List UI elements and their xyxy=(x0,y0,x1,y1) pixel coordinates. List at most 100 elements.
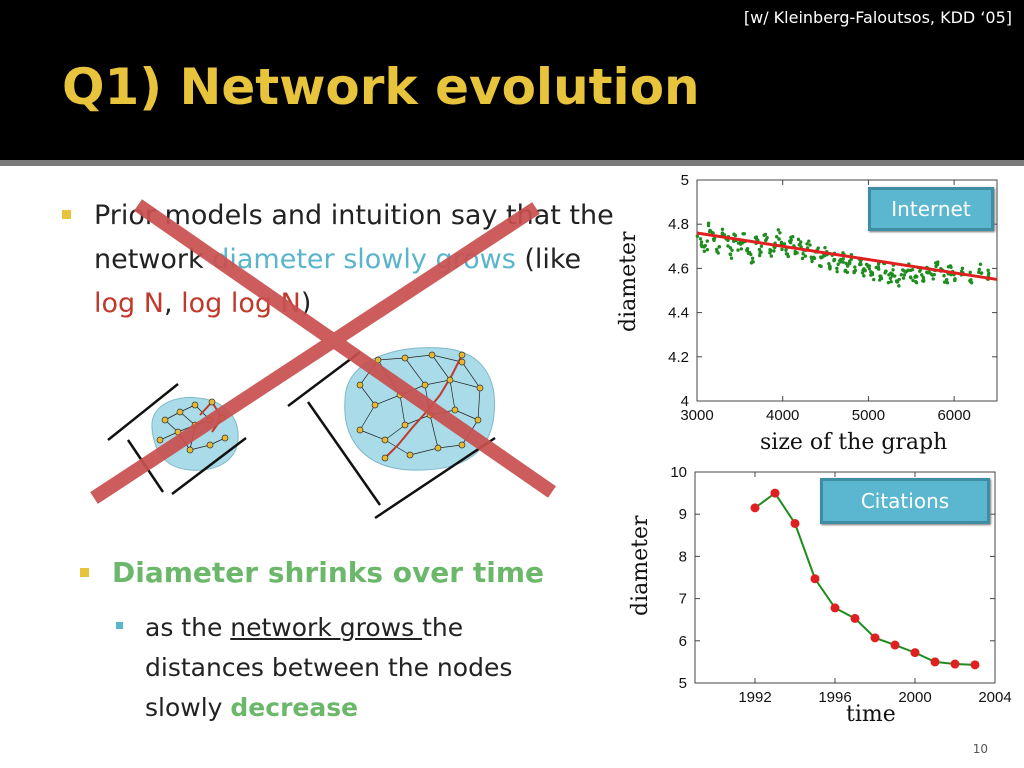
chart1-point xyxy=(945,281,950,285)
chart1-point xyxy=(797,243,801,247)
chart1-point xyxy=(757,247,762,252)
chart1-point xyxy=(878,278,882,282)
chart1-point xyxy=(931,277,935,281)
chart1-point xyxy=(835,269,839,274)
b3-decrease: decrease xyxy=(230,693,359,722)
chart1-point xyxy=(805,242,809,246)
chart1-point xyxy=(876,262,881,266)
chart1-point xyxy=(793,251,797,256)
chart1-point xyxy=(853,268,858,273)
chart1-point xyxy=(789,235,793,240)
chart1-point xyxy=(979,271,983,275)
chart2-point xyxy=(770,488,780,498)
chart2-point xyxy=(790,518,800,528)
chart1-point xyxy=(812,256,817,261)
b3-network-grows: network grows xyxy=(230,613,423,642)
chart1-point xyxy=(944,277,949,282)
chart1-point xyxy=(846,264,850,268)
chart2-xtick-label: 1992 xyxy=(738,689,771,706)
chart1-point xyxy=(759,244,764,248)
chart1-xtick-label: 4000 xyxy=(766,407,799,424)
b1-log-n: log N xyxy=(94,288,164,319)
chart1-point xyxy=(843,268,848,273)
chart1-point xyxy=(739,247,744,251)
chart1-point xyxy=(893,274,897,278)
sub-bullet-marker xyxy=(116,622,123,629)
chart1-point xyxy=(780,247,784,252)
chart1-point xyxy=(847,261,852,266)
chart1-point xyxy=(698,237,703,241)
chart1-point xyxy=(774,234,779,239)
chart1-point xyxy=(750,259,755,264)
chart1-point xyxy=(870,271,875,275)
chart1-point xyxy=(910,267,915,272)
chart1-point xyxy=(841,251,845,255)
b1-close-paren: ) xyxy=(300,288,312,319)
chart1-point xyxy=(720,227,725,232)
chart1-point xyxy=(803,254,808,258)
chart2-ytick-label: 9 xyxy=(679,506,687,523)
chart1-ytick-label: 4.8 xyxy=(668,216,689,233)
chart2-point xyxy=(950,659,960,669)
chart1-point xyxy=(828,265,832,269)
chart1-point xyxy=(777,237,781,241)
chart1-point xyxy=(705,239,709,243)
chart2-xlabel: time xyxy=(846,702,896,727)
chart1-point xyxy=(986,268,990,273)
chart1-ytick-label: 4.6 xyxy=(668,260,689,277)
chart1-point xyxy=(728,252,732,256)
chart1-point xyxy=(899,273,903,277)
chart1-point xyxy=(819,264,823,269)
chart2-point xyxy=(850,613,860,623)
chart1-point xyxy=(763,232,768,237)
strike-through-cross xyxy=(90,199,556,504)
chart2-point xyxy=(910,648,920,658)
chart1-point xyxy=(742,232,746,236)
chart1-point xyxy=(853,265,857,269)
chart1-point xyxy=(730,248,734,253)
chart1-point xyxy=(978,262,983,266)
page-number: 10 xyxy=(972,742,988,756)
chart1-xlabel: size of the graph xyxy=(760,430,948,455)
chart1-point xyxy=(915,274,919,279)
chart1-ytick-label: 4.2 xyxy=(668,349,689,366)
chart2-ytick-label: 8 xyxy=(679,548,687,565)
chart1-point xyxy=(776,228,781,232)
chart1-point xyxy=(942,280,947,284)
chart1-point xyxy=(921,279,925,283)
chart1-point xyxy=(796,237,801,242)
chart1-point xyxy=(884,269,888,273)
chart1-xtick-label: 3000 xyxy=(680,407,713,424)
chart1-point xyxy=(779,240,784,245)
chart2-point xyxy=(930,657,940,667)
chart1-point xyxy=(728,246,733,250)
citation-text: [w/ Kleinberg-Faloutsos, KDD ‘05] xyxy=(743,8,1012,27)
chart1-point xyxy=(862,274,866,278)
chart1-point xyxy=(968,270,972,275)
chart1-point xyxy=(702,249,707,253)
slide-title: Q1) Network evolution xyxy=(62,58,700,116)
b3-text-2: the distances between the nodes slowly xyxy=(145,613,513,722)
chart1-xtick-label: 5000 xyxy=(852,407,885,424)
b1-text-2: (like xyxy=(515,244,582,275)
b1-comma: , xyxy=(163,288,182,319)
b1-text-1: Prior models and intuition say that the … xyxy=(94,200,614,275)
chart1-point xyxy=(888,276,893,281)
chart1-point xyxy=(726,238,730,243)
chart1-point xyxy=(942,274,946,278)
chart1-point xyxy=(932,272,936,277)
chart1-point xyxy=(867,264,871,268)
chart1-point xyxy=(769,254,774,258)
chart1-point xyxy=(836,262,840,267)
chart1-point xyxy=(890,274,894,278)
chart1-point xyxy=(823,245,827,250)
chart1-point xyxy=(765,236,769,240)
chart2-xtick-label: 1996 xyxy=(818,689,851,706)
chart1-point xyxy=(918,269,922,273)
chart1-point xyxy=(908,275,913,279)
chart1-point xyxy=(705,248,710,252)
chart1-point xyxy=(759,250,763,254)
chart1-point xyxy=(782,242,787,246)
chart2-point xyxy=(890,640,900,650)
chart1-ytick-label: 5 xyxy=(681,172,689,189)
